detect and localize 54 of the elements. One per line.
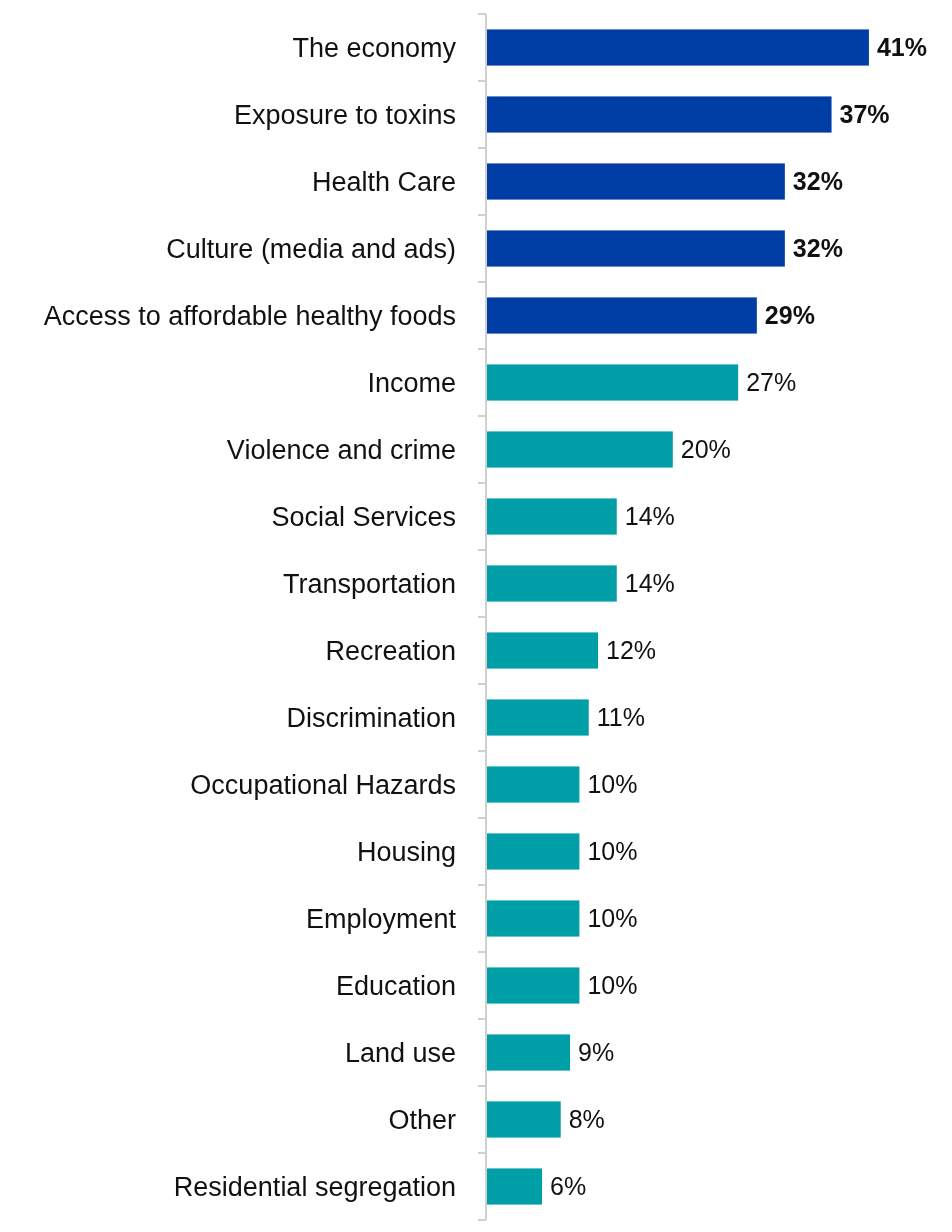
y-tick-label: Recreation [325, 635, 456, 666]
y-tick-label: Residential segregation [173, 1171, 456, 1202]
y-tick-label: Land use [344, 1037, 456, 1068]
bar [486, 766, 580, 803]
bar [486, 967, 580, 1004]
y-tick-label: Income [367, 367, 456, 398]
bar [486, 1101, 561, 1138]
y-tick-label: Other [388, 1104, 456, 1135]
y-tick-label: The economy [292, 32, 457, 63]
bar [486, 632, 599, 669]
bar [486, 29, 869, 66]
bar [486, 498, 617, 535]
y-tick-label: Exposure to toxins [233, 99, 456, 130]
data-label: 41% [876, 33, 927, 62]
bar [486, 565, 617, 602]
data-label: 37% [839, 100, 890, 129]
bar [486, 230, 785, 267]
data-label: 32% [792, 234, 843, 263]
bar [486, 431, 673, 468]
y-tick-label: Education [335, 970, 456, 1001]
data-label: 27% [746, 368, 797, 397]
data-label: 29% [764, 301, 815, 330]
bar [486, 699, 589, 736]
y-tick-label: Culture (media and ads) [166, 233, 456, 264]
bar [486, 1168, 543, 1205]
y-tick-label: Violence and crime [226, 434, 456, 465]
data-label: 10% [587, 971, 638, 1000]
bar [486, 364, 739, 401]
y-tick-label: Housing [356, 836, 456, 867]
data-label: 32% [792, 167, 843, 196]
bar [486, 163, 785, 200]
data-label: 8% [568, 1105, 605, 1134]
data-label: 14% [624, 569, 675, 598]
bar [486, 1034, 571, 1071]
data-label: 10% [587, 904, 638, 933]
data-label: 14% [624, 502, 675, 531]
y-tick-label: Social Services [271, 501, 456, 532]
data-label: 9% [578, 1038, 615, 1067]
bar [486, 297, 757, 334]
data-label: 12% [606, 636, 657, 665]
bar [486, 833, 580, 870]
data-label: 6% [550, 1172, 587, 1201]
bar [486, 900, 580, 937]
data-label: 10% [587, 770, 638, 799]
y-tick-label: Occupational Hazards [190, 769, 456, 800]
y-tick-label: Access to affordable healthy foods [43, 300, 456, 331]
data-label: 10% [587, 837, 638, 866]
y-tick-label: Employment [305, 903, 457, 934]
y-tick-label: Discrimination [286, 702, 456, 733]
y-tick-label: Transportation [282, 568, 456, 599]
data-label: 11% [596, 703, 645, 732]
y-tick-label: Health Care [311, 166, 456, 197]
bar [486, 96, 832, 133]
data-label: 20% [680, 435, 731, 464]
